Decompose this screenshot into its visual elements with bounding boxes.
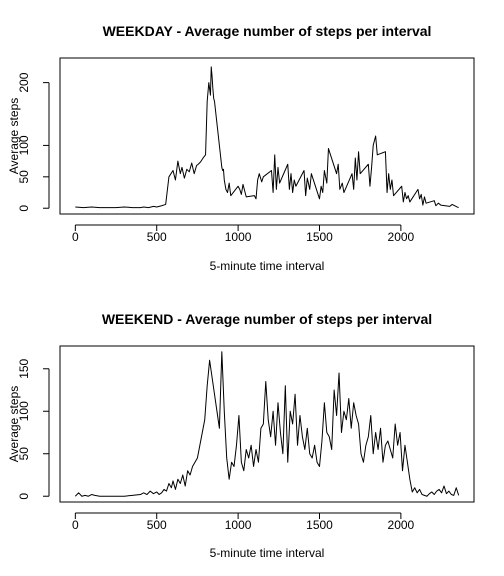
weekend-y-tick-label: 0: [17, 493, 31, 500]
weekday-y-tick-label: 0: [17, 205, 31, 212]
weekend-x-label: 5-minute time interval: [210, 546, 325, 560]
weekend-title: WEEKEND - Average number of steps per in…: [102, 311, 432, 327]
weekday-y-tick-label: 100: [17, 135, 31, 155]
weekend-x-tick-label: 0: [72, 518, 79, 532]
weekend-y-tick-label: 150: [17, 358, 31, 378]
weekday-x-tick-label: 500: [147, 230, 167, 244]
weekend-x-tick-label: 2000: [388, 518, 415, 532]
weekday-chart: WEEKDAY - Average number of steps per in…: [7, 23, 475, 273]
weekday-y-tick-label: 200: [17, 72, 31, 92]
weekday-title: WEEKDAY - Average number of steps per in…: [103, 23, 432, 39]
weekday-y-label: Average steps: [7, 98, 21, 175]
weekday-steps-line: [75, 66, 459, 209]
weekend-y-tick-label: 50: [17, 447, 31, 461]
weekday-x-tick-label: 2000: [388, 230, 415, 244]
weekday-x-tick-label: 1000: [225, 230, 252, 244]
weekday-x-tick-label: 0: [72, 230, 79, 244]
weekend-x-tick-label: 1500: [306, 518, 333, 532]
weekday-plot-box: [59, 57, 475, 215]
weekend-x-tick-label: 500: [147, 518, 167, 532]
weekday-y-tick-label: 50: [17, 170, 31, 184]
weekend-y-label: Average steps: [7, 386, 21, 463]
weekend-steps-line: [74, 351, 460, 497]
weekend-y-tick-label: 100: [17, 401, 31, 421]
weekday-x-tick-label: 1500: [306, 230, 333, 244]
weekend-chart: WEEKEND - Average number of steps per in…: [7, 311, 475, 560]
weekend-x-tick-label: 1000: [225, 518, 252, 532]
weekday-x-label: 5-minute time interval: [210, 259, 325, 273]
weekend-plot-box: [59, 345, 475, 503]
